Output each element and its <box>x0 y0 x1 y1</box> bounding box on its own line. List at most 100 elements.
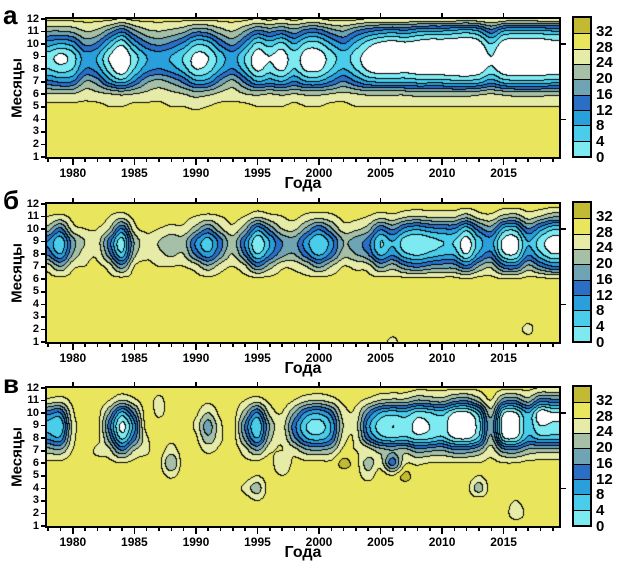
x-minor-tick <box>84 159 86 162</box>
y-tick <box>41 143 45 146</box>
colorbar-segment <box>574 279 590 295</box>
y-tick <box>41 265 45 268</box>
x-minor-tick <box>367 344 370 347</box>
colorbar-label: 28 <box>596 407 613 425</box>
x-minor-tick <box>367 159 370 162</box>
plot-frame <box>45 386 561 528</box>
x-minor-tick <box>404 159 406 162</box>
colorbar-segment <box>574 478 590 495</box>
y-tick <box>41 80 45 83</box>
x-major-tick-top <box>133 382 136 386</box>
y-tick-label: 8 <box>32 247 39 260</box>
y-tick-label: 2 <box>32 137 39 150</box>
y-tick <box>41 93 45 96</box>
x-minor-tick <box>145 344 148 347</box>
x-tick-label: 2000 <box>305 535 333 549</box>
x-major-tick <box>133 159 136 165</box>
y-tick-label: 3 <box>32 494 39 507</box>
x-minor-tick <box>182 528 185 531</box>
colorbar-label: 24 <box>596 239 613 257</box>
y-tick-label: 9 <box>32 235 39 248</box>
y-tick <box>41 106 45 108</box>
y-tick <box>41 55 45 58</box>
colorbar-segment <box>574 48 590 64</box>
x-minor-tick <box>47 344 50 347</box>
y-tick <box>41 475 45 477</box>
x-major-tick <box>72 528 74 534</box>
x-major-tick <box>441 344 443 350</box>
x-major-tick-top <box>379 382 382 386</box>
x-minor-tick <box>515 159 517 162</box>
y-tick <box>41 68 45 70</box>
y-tick <box>41 203 45 205</box>
x-minor-tick <box>404 528 406 531</box>
x-major-tick <box>195 528 197 534</box>
y-tick-label: 12 <box>26 381 39 394</box>
colorbar-label: 8 <box>596 117 605 135</box>
x-major-tick <box>195 159 197 165</box>
x-minor-tick <box>305 159 308 162</box>
y-right-tick <box>561 43 566 45</box>
colorbar-segment <box>574 233 590 249</box>
colorbar <box>572 201 592 343</box>
colorbar-label: 8 <box>596 486 605 504</box>
y-tick-label: 3 <box>32 125 39 138</box>
y-tick-label: 7 <box>32 260 39 273</box>
x-minor-tick <box>59 159 62 162</box>
x-tick-label: 2010 <box>428 166 456 180</box>
x-minor-tick <box>355 159 357 162</box>
contour-plot-b <box>47 204 559 342</box>
colorbar-segment <box>574 203 590 219</box>
x-tick-label: 1985 <box>121 166 148 180</box>
x-major-tick-top <box>195 198 197 202</box>
colorbar-label: 20 <box>596 439 613 457</box>
y-tick <box>41 437 45 439</box>
x-major-tick <box>441 528 443 534</box>
colorbar-segment <box>574 432 590 449</box>
x-minor-tick <box>552 344 554 347</box>
x-minor-tick <box>84 528 86 531</box>
x-major-tick <box>502 528 505 534</box>
x-minor-tick <box>293 159 296 162</box>
colorbar-label: 32 <box>596 22 613 40</box>
x-major-tick-top <box>441 198 443 202</box>
x-tick-label: 1990 <box>182 166 210 180</box>
y-tick <box>41 424 45 427</box>
plot-frame <box>45 17 561 159</box>
x-tick-label: 2015 <box>490 166 517 180</box>
x-axis-label-v: Года <box>284 544 322 561</box>
colorbar-label: 16 <box>596 454 613 472</box>
x-minor-tick <box>121 344 123 347</box>
x-minor-tick <box>453 528 456 531</box>
x-minor-tick <box>416 344 419 347</box>
y-tick <box>41 449 45 452</box>
x-minor-tick <box>392 159 394 162</box>
y-tick <box>41 303 45 306</box>
x-minor-tick <box>108 159 111 162</box>
x-major-tick <box>379 159 382 165</box>
y-tick <box>41 30 45 33</box>
x-minor-tick <box>416 159 419 162</box>
colorbar-label: 0 <box>596 518 605 535</box>
y-tick-label: 8 <box>32 62 39 75</box>
x-major-tick-top <box>318 13 320 17</box>
x-minor-tick <box>47 528 50 531</box>
x-minor-tick <box>490 159 493 162</box>
x-major-tick-top <box>256 382 259 386</box>
x-major-tick-top <box>502 198 505 202</box>
y-tick-label: 5 <box>32 100 39 113</box>
x-minor-tick <box>59 528 62 531</box>
colorbar-segment <box>574 494 590 510</box>
x-minor-tick <box>84 344 86 347</box>
x-major-tick <box>133 528 136 534</box>
y-tick <box>41 399 45 402</box>
contour-plot-a <box>47 19 559 157</box>
x-minor-tick <box>108 344 111 347</box>
colorbar-label: 32 <box>596 391 613 409</box>
x-tick-label: 1980 <box>59 351 87 365</box>
x-minor-tick <box>268 344 271 347</box>
x-major-tick-top <box>502 382 505 386</box>
y-tick-label: 5 <box>32 469 39 482</box>
x-minor-tick <box>219 344 222 347</box>
x-tick-label: 2005 <box>367 166 394 180</box>
